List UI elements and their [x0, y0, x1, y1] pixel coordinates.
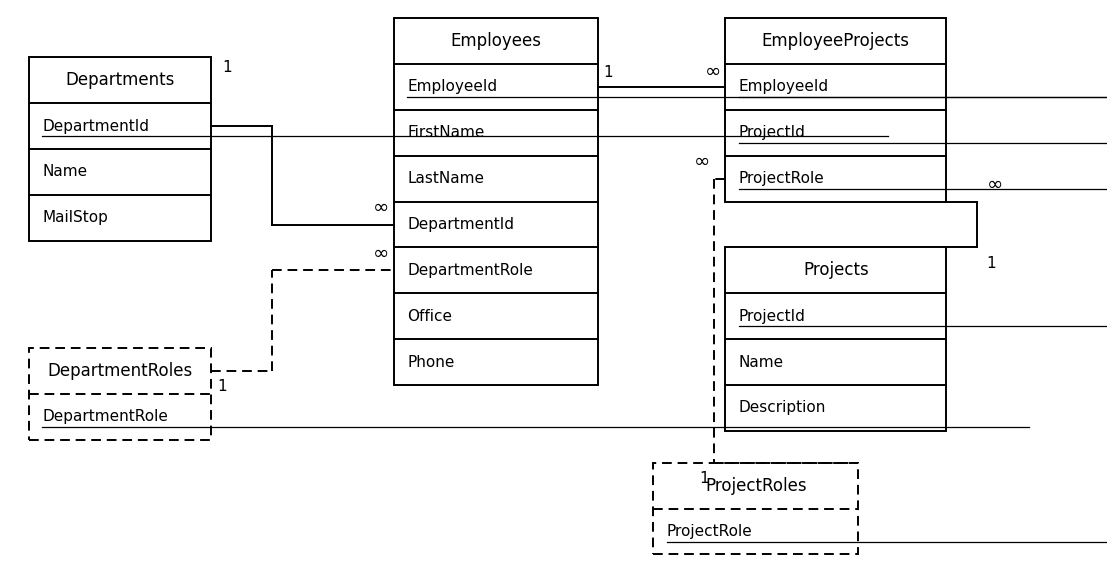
Text: LastName: LastName [407, 171, 484, 186]
Bar [726, 247, 946, 431]
Text: $\infty$: $\infty$ [692, 151, 709, 170]
Bar [29, 57, 212, 241]
Text: EmployeeProjects: EmployeeProjects [762, 32, 910, 50]
Bar [726, 18, 946, 64]
Text: EmployeeId: EmployeeId [407, 79, 497, 94]
Text: 1: 1 [223, 60, 232, 75]
Text: Projects: Projects [803, 261, 869, 279]
Text: Office: Office [407, 309, 452, 324]
Text: 1: 1 [217, 379, 226, 395]
Text: DepartmentRoles: DepartmentRoles [48, 362, 193, 380]
Text: Name: Name [739, 355, 783, 370]
Text: ProjectRoles: ProjectRoles [705, 477, 807, 495]
Text: Phone: Phone [407, 355, 454, 370]
Text: ProjectId: ProjectId [739, 309, 806, 324]
Text: Description: Description [739, 401, 825, 415]
Bar [393, 18, 598, 385]
Text: 1: 1 [699, 471, 709, 486]
Text: 1: 1 [986, 256, 996, 271]
Bar [726, 247, 946, 293]
Text: DepartmentRole: DepartmentRole [407, 263, 533, 278]
Bar [726, 18, 946, 202]
Text: ProjectRole: ProjectRole [739, 171, 824, 186]
Bar [654, 463, 858, 509]
Text: MailStop: MailStop [42, 210, 109, 225]
Text: FirstName: FirstName [407, 125, 484, 140]
Bar [654, 463, 858, 555]
Bar [29, 348, 212, 394]
Text: $\infty$: $\infty$ [986, 174, 1003, 193]
Text: 1: 1 [604, 65, 614, 80]
Text: DepartmentId: DepartmentId [42, 119, 150, 134]
Text: DepartmentId: DepartmentId [407, 217, 514, 232]
Text: $\infty$: $\infty$ [372, 243, 388, 262]
Text: Name: Name [42, 165, 88, 179]
Text: Departments: Departments [65, 71, 175, 89]
Text: ProjectRole: ProjectRole [667, 524, 752, 539]
Text: $\infty$: $\infty$ [704, 61, 720, 80]
Text: $\infty$: $\infty$ [372, 197, 388, 216]
Bar [29, 57, 212, 103]
Bar [29, 348, 212, 440]
Text: ProjectId: ProjectId [739, 125, 806, 140]
Text: DepartmentRole: DepartmentRole [42, 409, 168, 424]
Text: EmployeeId: EmployeeId [739, 79, 829, 94]
Bar [393, 18, 598, 64]
Text: Employees: Employees [451, 32, 542, 50]
